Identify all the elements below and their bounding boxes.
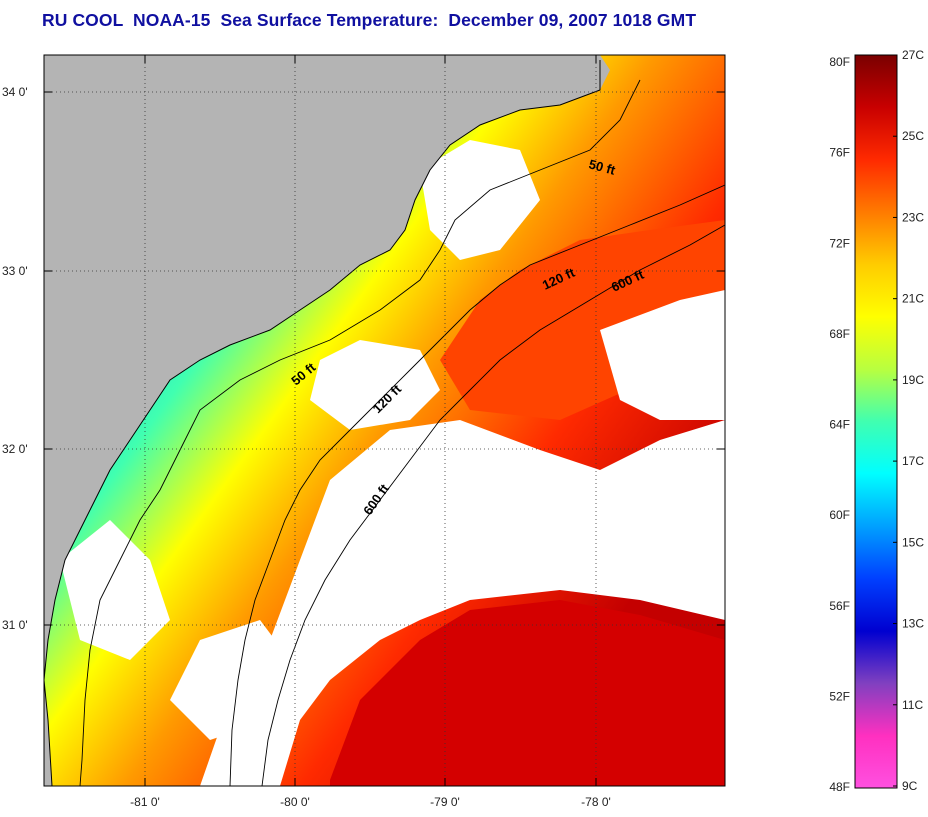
colorbar-c-label: 11C — [902, 698, 923, 712]
cloud-cover-mid — [310, 340, 440, 430]
graticule — [44, 55, 725, 786]
colorbar-f-label: 56F — [829, 599, 850, 613]
colorbar-c-label: 27C — [902, 48, 924, 62]
cloud-cover-east — [600, 290, 725, 420]
colorbar-c-label: 9C — [902, 779, 918, 793]
map-title: RU COOL NOAA-15 Sea Surface Temperature:… — [42, 10, 697, 30]
contour-label-50ft-north: 50 ft — [587, 156, 617, 178]
colorbar-f-label: 60F — [829, 508, 850, 522]
lon-label-79: -79 0' — [430, 795, 460, 809]
lon-label-80: -80 0' — [280, 795, 310, 809]
lon-label-81: -81 0' — [130, 795, 160, 809]
colorbar-c-label: 19C — [902, 373, 924, 387]
colorbar-ticks — [893, 54, 897, 787]
contour-120ft — [229, 184, 725, 786]
colorbar-c-label: 15C — [902, 535, 924, 549]
lat-label-33: 33 0' — [2, 264, 28, 278]
map-frame — [43, 54, 726, 787]
cloud-cover-west — [60, 520, 170, 660]
colorbar-celsius-labels: 27C 25C 23C 21C 19C 17C 15C 13C 11C 9C — [902, 48, 924, 793]
colorbar-f-label: 80F — [829, 55, 850, 69]
cloud-cover-sw — [170, 620, 290, 740]
lat-label-31: 31 0' — [2, 618, 28, 632]
colorbar-f-label: 68F — [829, 327, 850, 341]
colorbar-c-label: 13C — [902, 617, 924, 631]
colorbar-c-label: 21C — [902, 292, 924, 306]
lat-label-34: 34 0' — [2, 85, 28, 99]
contour-600ft — [261, 224, 725, 786]
lon-label-78: -78 0' — [581, 795, 611, 809]
colorbar-c-label: 23C — [902, 210, 924, 224]
colorbar-c-label: 25C — [902, 129, 924, 143]
lat-label-32: 32 0' — [2, 442, 28, 456]
colorbar-fahrenheit-labels: 80F 76F 72F 68F 64F 60F 56F 52F 48F — [829, 55, 850, 794]
cloud-cover — [200, 420, 725, 786]
colorbar: 80F 76F 72F 68F 64F 60F 56F 52F 48F 27C 25C 23C 21C… — [829, 48, 924, 794]
sst-warm-region-south — [330, 600, 725, 786]
colorbar-f-label: 76F — [829, 146, 850, 160]
colorbar-f-label: 72F — [829, 236, 850, 250]
colorbar-f-label: 48F — [829, 780, 850, 794]
colorbar-fill — [854, 54, 898, 789]
land-mass — [44, 55, 610, 680]
colorbar-f-label: 64F — [829, 418, 850, 432]
axis-ticks — [44, 55, 725, 786]
coastline — [44, 60, 601, 786]
colorbar-f-label: 52F — [829, 689, 850, 703]
contour-50ft — [79, 79, 641, 786]
colorbar-c-label: 17C — [902, 454, 924, 468]
map-panel: 50 ft 120 ft 600 ft 50 ft 120 ft 600 ft — [44, 55, 725, 786]
